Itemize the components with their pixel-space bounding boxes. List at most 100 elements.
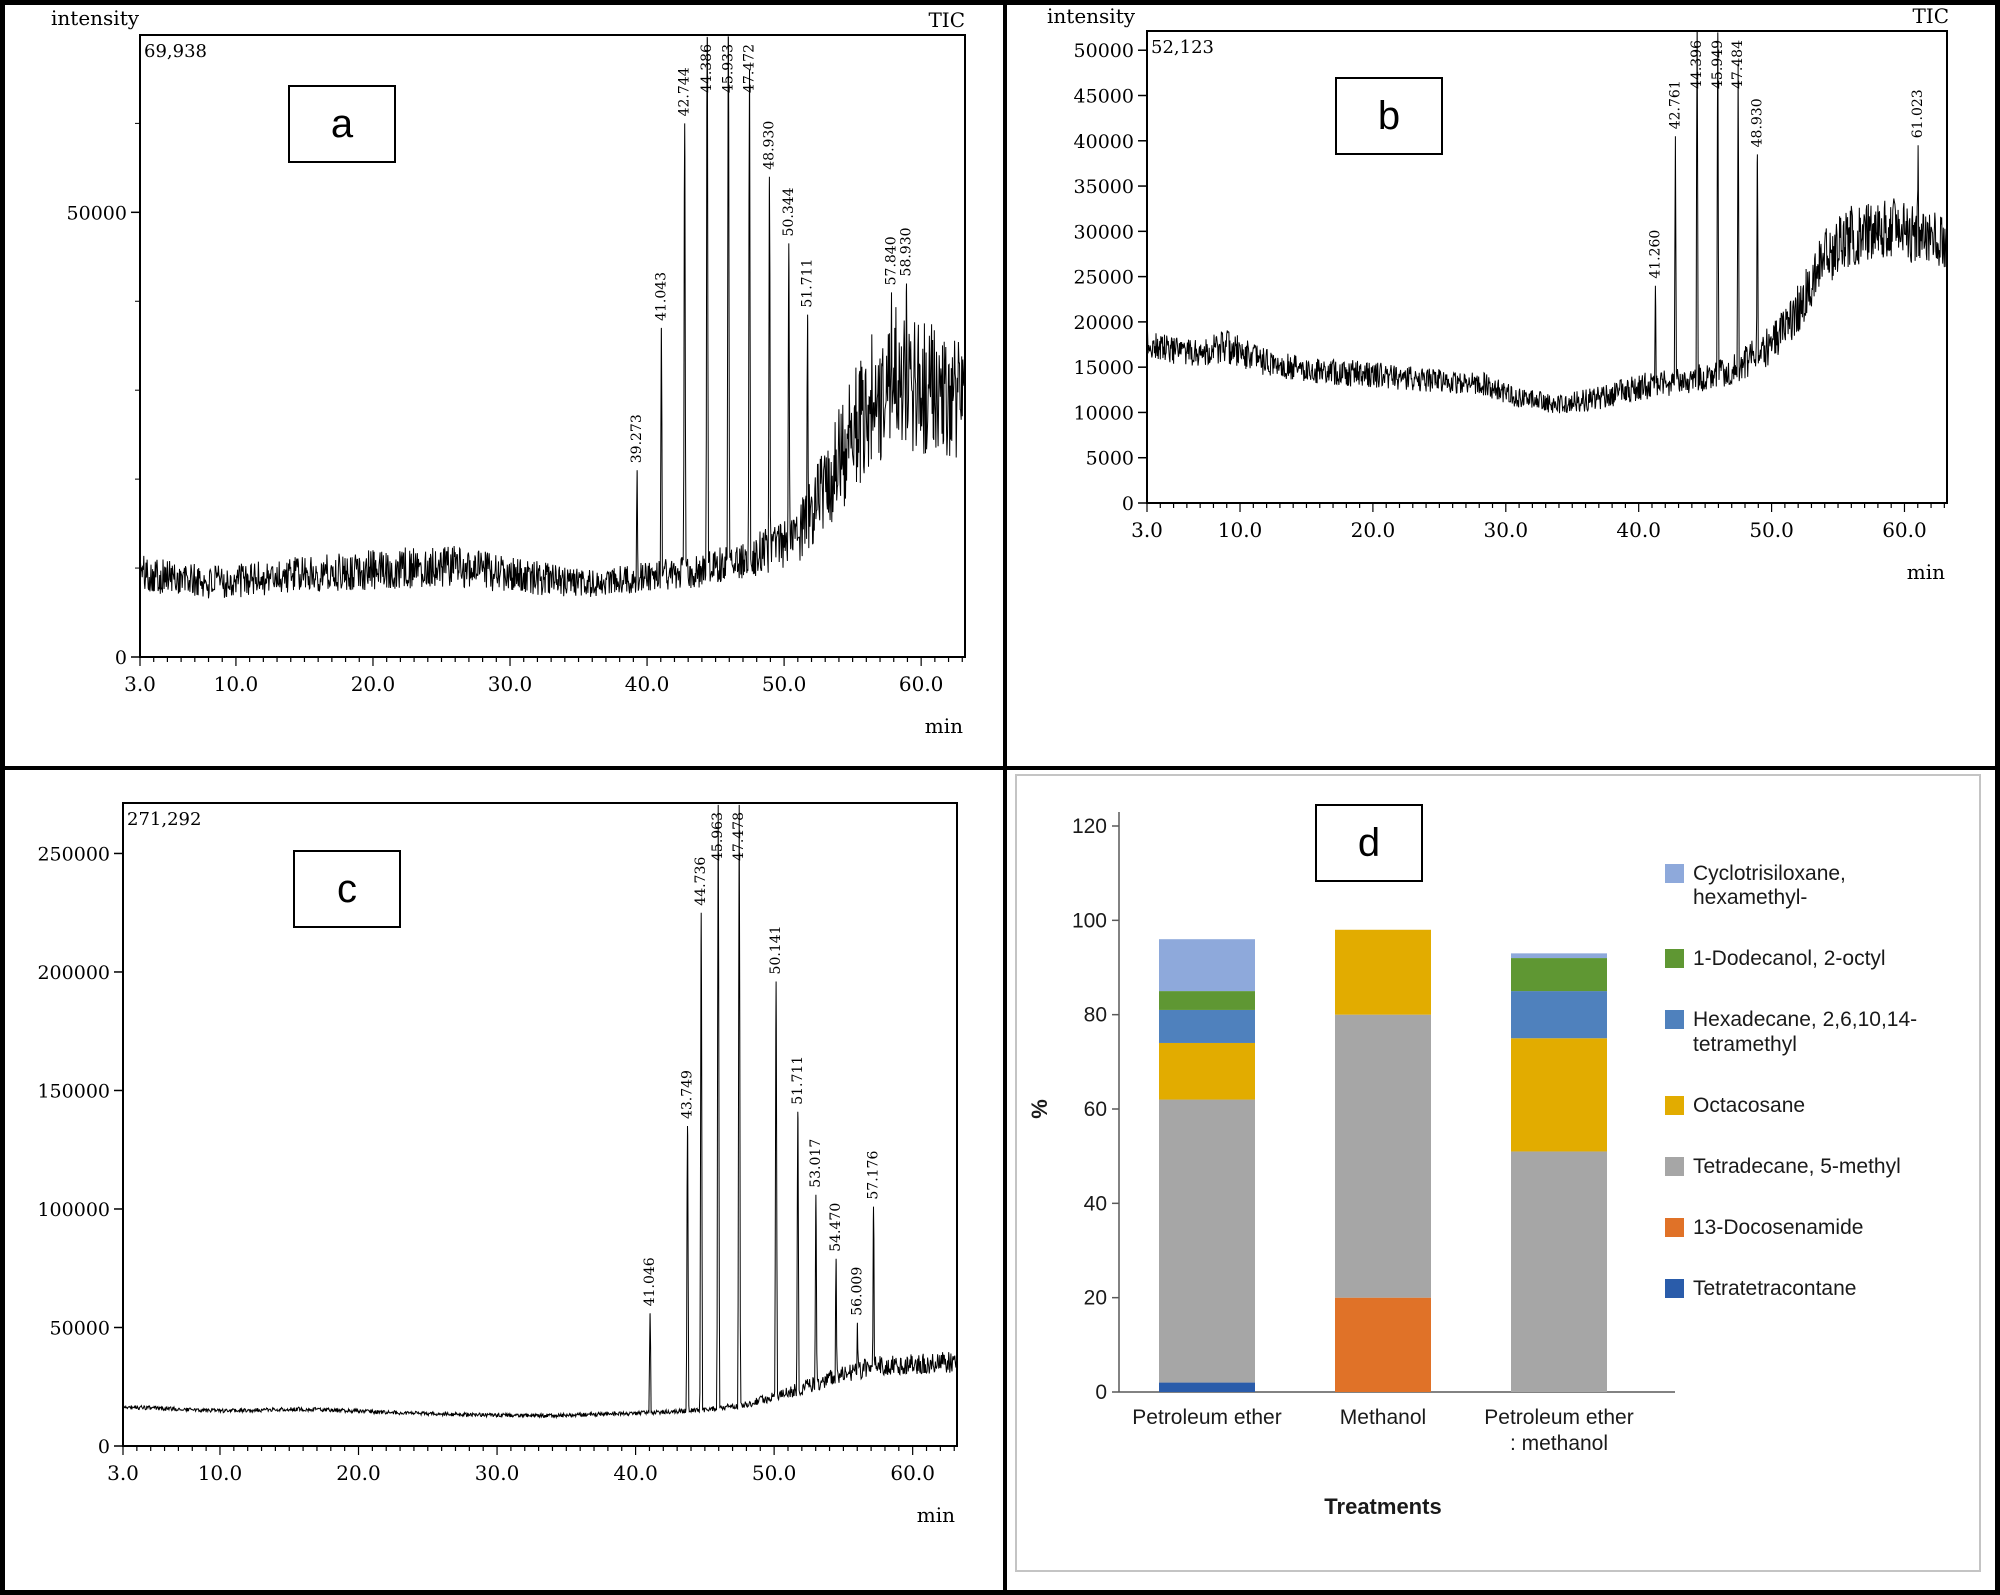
peak-label: 47.478 (731, 812, 747, 861)
peak-label: 45.933 (720, 44, 736, 93)
y-tick-label: 120 (1072, 815, 1107, 838)
x-tick-label: 3.0 (107, 1461, 139, 1485)
y-tick-label: 20 (1084, 1287, 1107, 1310)
x-tick-label: 50.0 (1749, 518, 1794, 542)
peak-label: 45.949 (1710, 40, 1726, 89)
panel-a-label: a (288, 85, 396, 163)
legend-item-7: Tetratetracontane (1665, 1277, 1933, 1301)
y-tick-label: 35000 (1074, 176, 1134, 198)
bar-segment (1511, 1151, 1607, 1392)
y-tick-label: 40000 (1074, 131, 1134, 153)
chromatogram-b-plot: 0 5000 10000 15000 20000 25000 30000 35000 40000… (1047, 5, 1949, 584)
panel-b: 0 5000 10000 15000 20000 25000 30000 35000 40000… (1005, 3, 1997, 768)
category-label: Methanol (1340, 1406, 1426, 1429)
tic-label: TIC (1912, 5, 1949, 28)
x-tick-label: 50.0 (752, 1461, 797, 1485)
legend-label: 13-Docosenamide (1693, 1215, 1864, 1239)
x-tick-label: 3.0 (124, 672, 156, 696)
x-tick-label: 60.0 (1882, 518, 1927, 542)
peak-label: 53.017 (808, 1139, 824, 1188)
peak-label: 45.963 (710, 812, 726, 861)
legend-label: Octacosane (1693, 1093, 1806, 1117)
max-intensity-label: 271,292 (127, 809, 201, 830)
max-intensity-label: 52,123 (1151, 37, 1214, 58)
y-tick-label: 0 (1122, 493, 1134, 515)
peak-label: 44.386 (699, 44, 715, 93)
bar-segment (1335, 1014, 1431, 1298)
peak-label: 57.840 (884, 236, 900, 285)
panel-b-label: b (1335, 77, 1443, 155)
legend-label: Hexadecane, 2,6,10,14-tetramethyl (1693, 1008, 1918, 1056)
bar-segment (1159, 991, 1255, 1010)
y-tick-label: 45000 (1074, 86, 1134, 108)
legend-item-6: 13-Docosenamide (1665, 1216, 1933, 1240)
y-tick-label: 5000 (1086, 448, 1134, 470)
chromatogram-trace (1146, 31, 1948, 414)
y-tick-label: 40 (1084, 1192, 1107, 1215)
x-tick-label: 20.0 (336, 1461, 381, 1485)
x-axis-unit: min (925, 714, 963, 738)
legend-swatch (1665, 1010, 1684, 1030)
peak-label: 41.260 (1647, 230, 1663, 279)
legend-item-5: Tetradecane, 5-methyl (1665, 1155, 1933, 1179)
legend-swatch (1665, 1217, 1684, 1237)
y-tick-label: 250000 (37, 843, 110, 865)
y-tick-label: 50000 (50, 1317, 110, 1339)
panel-c-label: c (293, 850, 401, 928)
peak-label: 50.141 (768, 925, 784, 974)
peak-label: 61.023 (1910, 89, 1926, 138)
x-tick-label: 3.0 (1131, 518, 1163, 542)
bar-segment (1511, 991, 1607, 1039)
x-tick-label: 40.0 (613, 1461, 658, 1485)
x-tick-label: 10.0 (198, 1461, 243, 1485)
peak-label: 41.043 (653, 272, 669, 321)
peak-label: 42.761 (1667, 80, 1683, 129)
panel-a: 0 50000 3.0 10.0 20.0 30.0 40.0 50.0 60.0 intensi… (3, 3, 1005, 768)
bar-chart-frame (1015, 774, 1981, 1572)
y-tick-label: 50000 (67, 202, 127, 224)
max-intensity-label: 69,938 (144, 41, 207, 62)
y-tick-label: 0 (98, 1436, 110, 1458)
bar-segment (1159, 1009, 1255, 1043)
peak-label: 51.711 (790, 1056, 806, 1105)
legend-item-1: Cyclotrisiloxane, hexamethyl- (1665, 862, 1933, 910)
bar-segment (1335, 1297, 1431, 1392)
x-tick-label: 40.0 (1616, 518, 1661, 542)
peak-label: 41.046 (642, 1257, 658, 1306)
y-tick-label: 200000 (37, 962, 110, 984)
chromatogram-trace (122, 804, 958, 1420)
x-tick-label: 30.0 (475, 1461, 520, 1485)
peak-label: 57.176 (866, 1151, 882, 1200)
bar-segment (1335, 929, 1431, 1015)
chromatogram-a-plot: 0 50000 3.0 10.0 20.0 30.0 40.0 50.0 60.0 intensi… (51, 6, 966, 738)
bar-segment (1159, 1382, 1255, 1392)
x-tick-label: 20.0 (1351, 518, 1396, 542)
peak-label: 54.470 (828, 1203, 844, 1252)
peak-label: 51.711 (800, 259, 816, 308)
peak-label: 47.472 (741, 44, 757, 93)
bar-segment (1511, 958, 1607, 992)
y-tick-label: 0 (115, 647, 127, 669)
legend-item-4: Octacosane (1665, 1094, 1933, 1118)
x-tick-label: 60.0 (890, 1461, 935, 1485)
peak-label: 44.736 (693, 857, 709, 906)
y-tick-label: 10000 (1074, 402, 1134, 424)
y-tick-label: 150000 (37, 1080, 110, 1102)
y-tick-label: 15000 (1074, 357, 1134, 379)
x-tick-label: 10.0 (214, 672, 259, 696)
bar-segment (1511, 953, 1607, 959)
legend-label: Tetratetracontane (1693, 1277, 1857, 1301)
legend-swatch (1665, 1279, 1684, 1299)
y-tick-label: 30000 (1074, 221, 1134, 243)
legend-swatch (1665, 864, 1684, 883)
category-label: Petroleum ether (1132, 1406, 1281, 1429)
y-tick-label: 25000 (1074, 267, 1134, 289)
x-tick-label: 50.0 (762, 672, 807, 696)
plot-box (1146, 30, 1948, 504)
bar-segment (1159, 1099, 1255, 1383)
bar-chart-legend: Cyclotrisiloxane, hexamethyl- 1-Dodecanol… (1665, 862, 1933, 1301)
tic-label: TIC (928, 8, 965, 32)
y-axis-title: intensity (51, 6, 140, 30)
legend-label: Tetradecane, 5-methyl (1693, 1154, 1901, 1178)
